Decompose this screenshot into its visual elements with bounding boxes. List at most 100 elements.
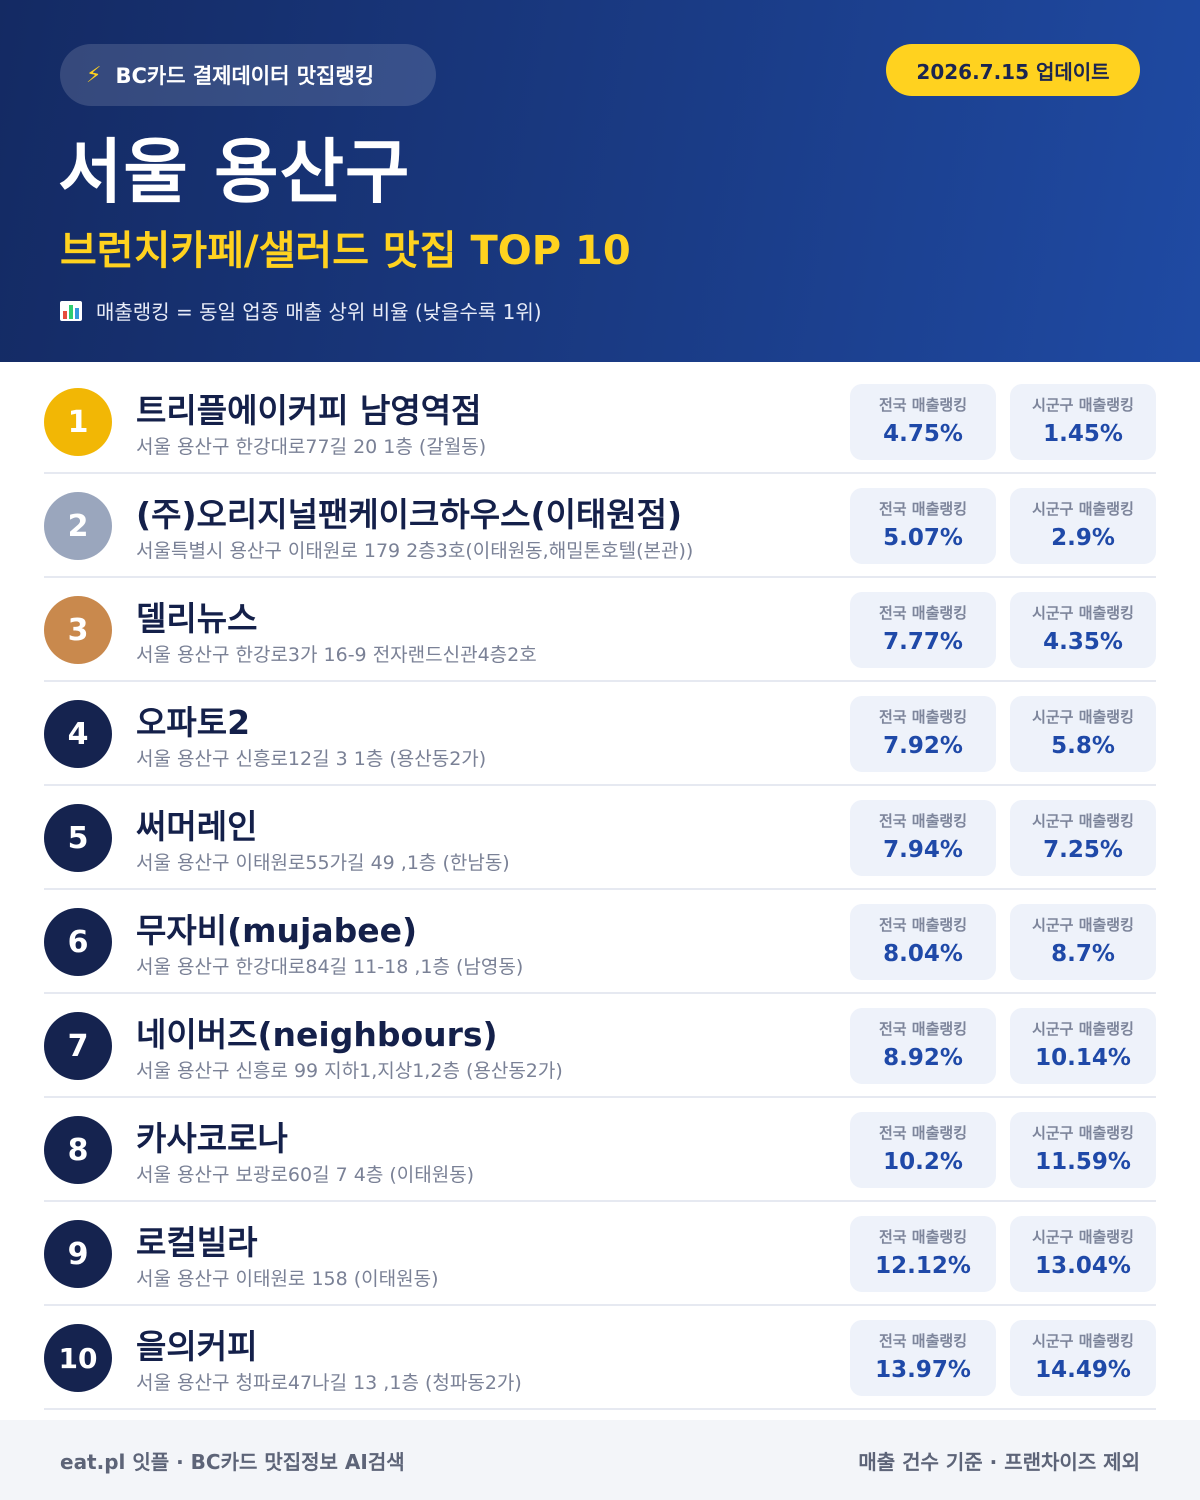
header-banner: ⚡ BC카드 결제데이터 맛집랭킹 2026.7.15 업데이트 서울 용산구 … bbox=[0, 0, 1200, 362]
restaurant-address: 서울 용산구 한강대로84길 11-18 ,1층 (남영동) bbox=[136, 956, 524, 978]
national-ranking-label: 전국 매출랭킹 bbox=[878, 708, 968, 726]
local-ranking-value: 5.8% bbox=[1051, 733, 1115, 759]
footer-left: eat.pl 잇플 · BC카드 맛집정보 AI검색 bbox=[60, 1449, 405, 1474]
national-ranking-badge: 전국 매출랭킹 8.92% bbox=[850, 1008, 996, 1084]
rank-circle: 10 bbox=[44, 1324, 112, 1392]
restaurant-address: 서울 용산구 이태원로55가길 49 ,1층 (한남동) bbox=[136, 852, 510, 874]
restaurant-name[interactable]: 써머레인 bbox=[136, 807, 258, 846]
local-ranking-value: 4.35% bbox=[1043, 629, 1123, 655]
local-ranking-value: 11.59% bbox=[1035, 1149, 1131, 1175]
page-title: 서울 용산구 bbox=[58, 131, 411, 213]
national-ranking-badge: 전국 매출랭킹 7.92% bbox=[850, 696, 996, 772]
page-subtitle: 브런치카페/샐러드 맛집 TOP 10 bbox=[60, 228, 631, 274]
rank-circle: 2 bbox=[44, 492, 112, 560]
restaurant-name[interactable]: 무자비(mujabee) bbox=[136, 911, 418, 950]
local-ranking-label: 시군구 매출랭킹 bbox=[1032, 1020, 1134, 1038]
national-ranking-badge: 전국 매출랭킹 8.04% bbox=[850, 904, 996, 980]
local-ranking-label: 시군구 매출랭킹 bbox=[1032, 1228, 1134, 1246]
national-ranking-badge: 전국 매출랭킹 4.75% bbox=[850, 384, 996, 460]
restaurant-name[interactable]: 을의커피 bbox=[136, 1327, 258, 1366]
restaurant-address: 서울 용산구 신흥로 99 지하1,지상1,2층 (용산동2가) bbox=[136, 1060, 563, 1082]
local-ranking-badge: 시군구 매출랭킹 8.7% bbox=[1010, 904, 1156, 980]
national-ranking-value: 8.92% bbox=[883, 1045, 963, 1071]
list-item[interactable]: 4 오파토2 서울 용산구 신흥로12길 3 1층 (용산동2가) 전국 매출랭킹 7.… bbox=[44, 682, 1156, 786]
rank-circle: 5 bbox=[44, 804, 112, 872]
rank-circle: 7 bbox=[44, 1012, 112, 1080]
national-ranking-value: 8.04% bbox=[883, 941, 963, 967]
restaurant-name[interactable]: 로컬빌라 bbox=[136, 1223, 258, 1262]
list-item[interactable]: 1 트리플에이커피 남영역점 서울 용산구 한강대로77길 20 1층 (갈월동) 전… bbox=[44, 370, 1156, 474]
restaurant-name[interactable]: 델리뉴스 bbox=[136, 599, 258, 638]
national-ranking-value: 7.92% bbox=[883, 733, 963, 759]
restaurant-address: 서울 용산구 신흥로12길 3 1층 (용산동2가) bbox=[136, 748, 487, 770]
national-ranking-label: 전국 매출랭킹 bbox=[878, 604, 968, 622]
national-ranking-label: 전국 매출랭킹 bbox=[878, 1228, 968, 1246]
local-ranking-badge: 시군구 매출랭킹 13.04% bbox=[1010, 1216, 1156, 1292]
national-ranking-value: 10.2% bbox=[883, 1149, 963, 1175]
national-ranking-value: 4.75% bbox=[883, 421, 963, 447]
restaurant-address: 서울 용산구 청파로47나길 13 ,1층 (청파동2가) bbox=[136, 1372, 522, 1394]
local-ranking-badge: 시군구 매출랭킹 7.25% bbox=[1010, 800, 1156, 876]
local-ranking-value: 10.14% bbox=[1035, 1045, 1131, 1071]
national-ranking-badge: 전국 매출랭킹 12.12% bbox=[850, 1216, 996, 1292]
national-ranking-value: 12.12% bbox=[875, 1253, 971, 1279]
local-ranking-label: 시군구 매출랭킹 bbox=[1032, 396, 1134, 414]
restaurant-address: 서울특별시 용산구 이태원로 179 2층3호(이태원동,해밀톤호텔(본관)) bbox=[136, 540, 694, 562]
national-ranking-badge: 전국 매출랭킹 7.77% bbox=[850, 592, 996, 668]
local-ranking-label: 시군구 매출랭킹 bbox=[1032, 1332, 1134, 1350]
local-ranking-label: 시군구 매출랭킹 bbox=[1032, 812, 1134, 830]
national-ranking-value: 7.77% bbox=[883, 629, 963, 655]
restaurant-name[interactable]: 네이버즈(neighbours) bbox=[136, 1015, 498, 1054]
national-ranking-label: 전국 매출랭킹 bbox=[878, 1332, 968, 1350]
local-ranking-badge: 시군구 매출랭킹 5.8% bbox=[1010, 696, 1156, 772]
local-ranking-label: 시군구 매출랭킹 bbox=[1032, 500, 1134, 518]
rank-circle: 4 bbox=[44, 700, 112, 768]
rank-circle: 6 bbox=[44, 908, 112, 976]
restaurant-name[interactable]: 카사코로나 bbox=[136, 1119, 288, 1158]
national-ranking-badge: 전국 매출랭킹 7.94% bbox=[850, 800, 996, 876]
local-ranking-value: 7.25% bbox=[1043, 837, 1123, 863]
list-item[interactable]: 6 무자비(mujabee) 서울 용산구 한강대로84길 11-18 ,1층 (남… bbox=[44, 890, 1156, 994]
local-ranking-label: 시군구 매출랭킹 bbox=[1032, 604, 1134, 622]
local-ranking-badge: 시군구 매출랭킹 10.14% bbox=[1010, 1008, 1156, 1084]
list-item[interactable]: 7 네이버즈(neighbours) 서울 용산구 신흥로 99 지하1,지상1,2… bbox=[44, 994, 1156, 1098]
source-pill: ⚡ BC카드 결제데이터 맛집랭킹 bbox=[60, 44, 436, 106]
local-ranking-value: 8.7% bbox=[1051, 941, 1115, 967]
lightning-bolt-icon: ⚡ bbox=[86, 62, 102, 88]
rank-circle: 1 bbox=[44, 388, 112, 456]
national-ranking-label: 전국 매출랭킹 bbox=[878, 500, 968, 518]
national-ranking-label: 전국 매출랭킹 bbox=[878, 1124, 968, 1142]
national-ranking-badge: 전국 매출랭킹 13.97% bbox=[850, 1320, 996, 1396]
ranking-list: 1 트리플에이커피 남영역점 서울 용산구 한강대로77길 20 1층 (갈월동) 전… bbox=[44, 370, 1156, 1410]
local-ranking-badge: 시군구 매출랭킹 1.45% bbox=[1010, 384, 1156, 460]
local-ranking-label: 시군구 매출랭킹 bbox=[1032, 1124, 1134, 1142]
local-ranking-value: 1.45% bbox=[1043, 421, 1123, 447]
restaurant-name[interactable]: (주)오리지널팬케이크하우스(이태원점) bbox=[136, 495, 683, 534]
restaurant-address: 서울 용산구 보광로60길 7 4층 (이태원동) bbox=[136, 1164, 475, 1186]
national-ranking-badge: 전국 매출랭킹 10.2% bbox=[850, 1112, 996, 1188]
local-ranking-label: 시군구 매출랭킹 bbox=[1032, 708, 1134, 726]
list-item[interactable]: 3 델리뉴스 서울 용산구 한강로3가 16-9 전자랜드신관4층2호 전국 매출랭킹… bbox=[44, 578, 1156, 682]
restaurant-name[interactable]: 트리플에이커피 남영역점 bbox=[136, 391, 482, 430]
national-ranking-label: 전국 매출랭킹 bbox=[878, 396, 968, 414]
bar-chart-icon bbox=[60, 300, 82, 321]
restaurant-address: 서울 용산구 이태원로 158 (이태원동) bbox=[136, 1268, 439, 1290]
rank-circle: 8 bbox=[44, 1116, 112, 1184]
ranking-note: 매출랭킹 = 동일 업종 매출 상위 비율 (낮을수록 1위) bbox=[60, 296, 542, 325]
footer-right: 매출 건수 기준 · 프랜차이즈 제외 bbox=[858, 1449, 1140, 1474]
local-ranking-badge: 시군구 매출랭킹 4.35% bbox=[1010, 592, 1156, 668]
local-ranking-badge: 시군구 매출랭킹 11.59% bbox=[1010, 1112, 1156, 1188]
list-item[interactable]: 2 (주)오리지널팬케이크하우스(이태원점) 서울특별시 용산구 이태원로 179 … bbox=[44, 474, 1156, 578]
local-ranking-value: 13.04% bbox=[1035, 1253, 1131, 1279]
local-ranking-value: 2.9% bbox=[1051, 525, 1115, 551]
rank-circle: 9 bbox=[44, 1220, 112, 1288]
restaurant-name[interactable]: 오파토2 bbox=[136, 703, 251, 742]
national-ranking-label: 전국 매출랭킹 bbox=[878, 916, 968, 934]
local-ranking-badge: 시군구 매출랭킹 14.49% bbox=[1010, 1320, 1156, 1396]
ranking-note-text: 매출랭킹 = 동일 업종 매출 상위 비율 (낮을수록 1위) bbox=[96, 300, 542, 324]
footer: eat.pl 잇플 · BC카드 맛집정보 AI검색 매출 건수 기준 · 프랜… bbox=[0, 1420, 1200, 1500]
